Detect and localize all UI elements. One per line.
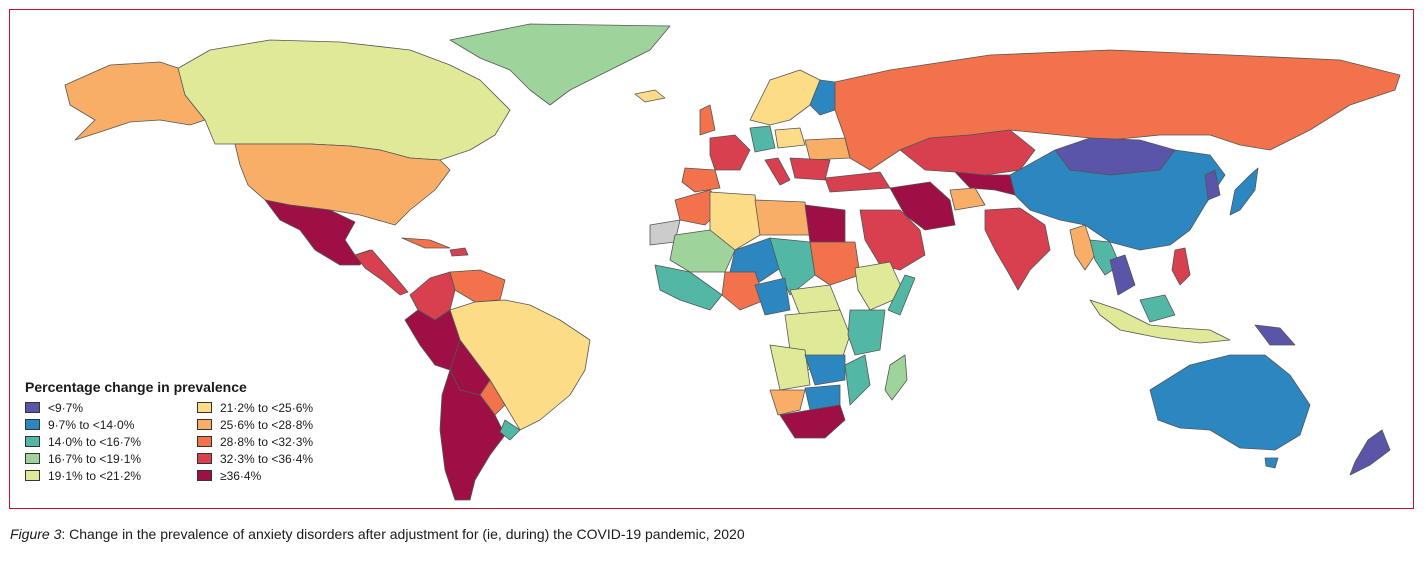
region-ukraine: [804, 137, 851, 161]
region-myanmar: [1069, 224, 1096, 271]
region-norway-sweden: [749, 69, 821, 126]
region-kazakhstan: [899, 129, 1036, 176]
region-nigeria: [721, 271, 766, 311]
region-zambia: [804, 354, 846, 386]
legend-label: 32·3% to <36·4%: [220, 451, 314, 466]
region-greenland: [449, 23, 671, 106]
region-peru: [404, 309, 461, 371]
region-libya: [754, 199, 811, 236]
region-afghanistan: [949, 187, 986, 211]
legend-items: <9·7% 9·7% to <14·0% 14·0% to <16·7% 16·7% …: [25, 399, 385, 484]
legend-item: 9·7% to <14·0%: [25, 416, 197, 433]
legend-item: 32·3% to <36·4%: [197, 450, 377, 467]
legend-swatch: [25, 453, 40, 464]
region-new-zealand: [1349, 429, 1391, 476]
region-egypt: [804, 204, 846, 243]
legend-item: ≥36·4%: [197, 467, 377, 484]
region-mozambique: [844, 354, 871, 406]
legend-label: 14·0% to <16·7%: [48, 434, 142, 449]
region-italy: [764, 157, 791, 186]
region-korea: [1204, 169, 1221, 201]
region-saudi-arabia: [859, 209, 926, 271]
region-algeria: [709, 191, 761, 251]
region-venezuela: [449, 269, 506, 303]
legend-swatch: [197, 453, 212, 464]
region-canada: [174, 39, 511, 161]
legend-swatch: [197, 436, 212, 447]
region-japan: [1229, 167, 1259, 216]
legend-item: 28·8% to <32·3%: [197, 433, 377, 450]
legend-label: 28·8% to <32·3%: [220, 434, 314, 449]
legend-label: 21·2% to <25·6%: [220, 400, 314, 415]
region-china: [1009, 149, 1226, 251]
caption-text: : Change in the prevalence of anxiety di…: [61, 526, 745, 542]
region-central-america: [354, 249, 409, 296]
legend-label: 16·7% to <19·1%: [48, 451, 142, 466]
region-borneo: [1139, 294, 1176, 323]
region-chad: [769, 237, 816, 296]
legend-label: 25·6% to <28·8%: [220, 417, 314, 432]
region-vietnam-cambodia: [1109, 254, 1136, 296]
region-cameroon: [754, 277, 791, 316]
region-uruguay: [499, 419, 521, 441]
region-iceland: [634, 89, 666, 103]
region-alaska: [64, 61, 206, 141]
legend-item: 14·0% to <16·7%: [25, 433, 197, 450]
legend-swatch: [25, 402, 40, 413]
caption-label: Figure 3: [10, 526, 62, 542]
figure-caption: Figure 3: Change in the prevalence of an…: [10, 526, 745, 542]
region-germany: [749, 125, 776, 153]
region-west-africa-coast: [654, 264, 723, 311]
legend-item: <9·7%: [25, 399, 197, 416]
region-south-africa: [779, 404, 846, 439]
region-indonesia: [1089, 299, 1231, 344]
region-balkans: [789, 157, 831, 181]
region-poland: [774, 127, 806, 149]
legend-label: ≥36·4%: [220, 468, 262, 483]
legend-title: Percentage change in prevalence: [25, 379, 247, 395]
region-ethiopia: [854, 261, 906, 311]
region-india: [984, 207, 1051, 291]
legend-label: 19·1% to <21·2%: [48, 468, 142, 483]
region-mongolia: [1054, 137, 1176, 176]
legend-swatch: [25, 436, 40, 447]
region-madagascar: [884, 354, 908, 401]
legend-item: 16·7% to <19·1%: [25, 450, 197, 467]
map-legend: Percentage change in prevalence <9·7% 9·7…: [25, 379, 385, 484]
region-australia: [1149, 354, 1311, 451]
region-spain: [681, 167, 721, 193]
region-turkey: [824, 171, 891, 193]
region-hispaniola: [449, 247, 469, 257]
legend-swatch: [197, 402, 212, 413]
legend-label: 9·7% to <14·0%: [48, 417, 135, 432]
region-philippines: [1171, 247, 1191, 286]
region-sudan: [809, 241, 861, 286]
legend-swatch: [25, 419, 40, 430]
region-argentina: [439, 369, 506, 501]
legend-item: 25·6% to <28·8%: [197, 416, 377, 433]
region-cuba: [401, 237, 451, 249]
legend-item: 19·1% to <21·2%: [25, 467, 197, 484]
legend-item: 21·2% to <25·6%: [197, 399, 377, 416]
region-kenya-tanzania: [847, 309, 886, 356]
region-mexico: [264, 199, 371, 266]
region-png: [1254, 324, 1296, 346]
region-russia: [834, 49, 1401, 171]
region-tasmania: [1264, 457, 1279, 469]
figure-frame: Percentage change in prevalence <9·7% 9·7…: [9, 9, 1414, 509]
region-france: [709, 134, 751, 171]
region-angola: [769, 344, 811, 391]
region-somalia: [887, 274, 916, 316]
legend-swatch: [197, 419, 212, 430]
region-namibia: [769, 389, 806, 416]
legend-swatch: [197, 470, 212, 481]
region-uk: [699, 104, 716, 136]
world-choropleth-map: [64, 23, 1401, 501]
legend-swatch: [25, 470, 40, 481]
legend-label: <9·7%: [48, 400, 84, 415]
